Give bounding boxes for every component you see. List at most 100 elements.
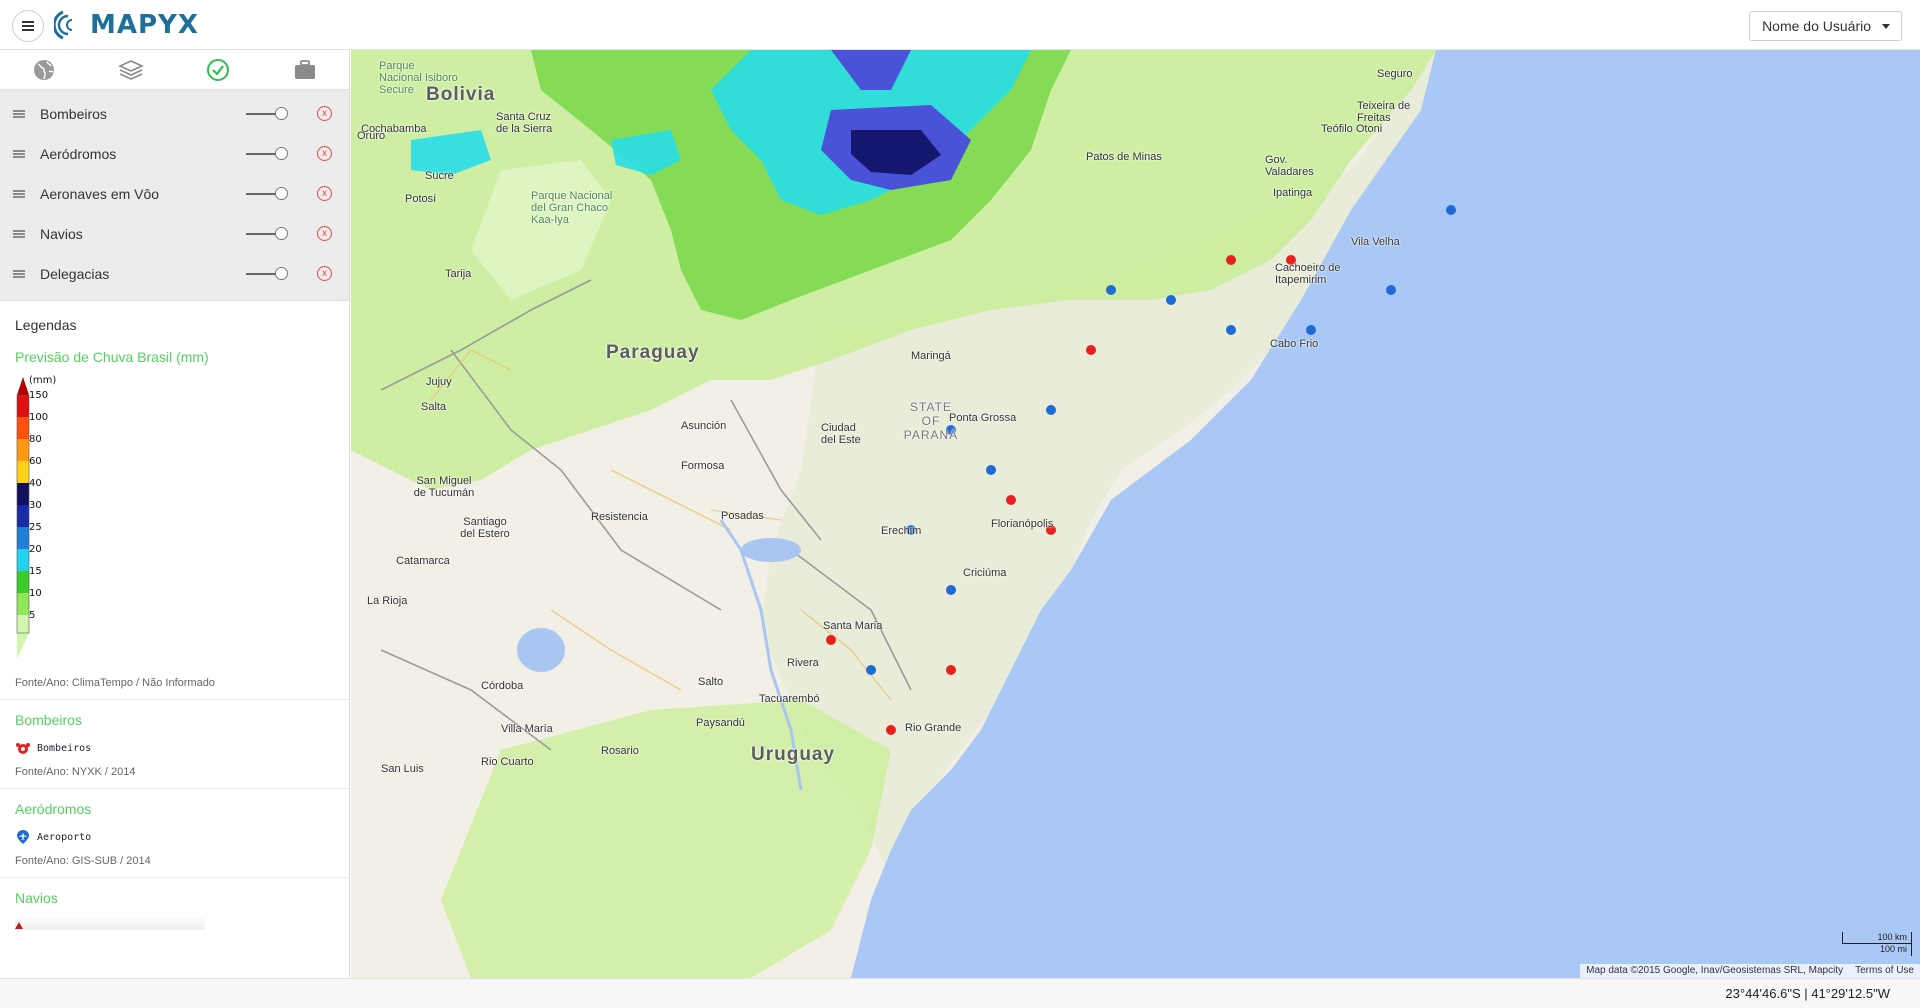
- scale-tick-label: 80: [29, 434, 42, 445]
- map-label-city: Oruro: [357, 130, 386, 142]
- terms-of-use-link[interactable]: Terms of Use: [1855, 965, 1914, 976]
- cursor-coordinates: 23°44'46.6"S | 41°29'12.5"W: [1725, 986, 1890, 1001]
- remove-layer-icon[interactable]: x: [317, 226, 332, 241]
- scale-mi: 100 mi: [1842, 944, 1912, 956]
- drag-handle-icon[interactable]: [13, 270, 25, 278]
- map-label-city: La Rioja: [367, 595, 408, 607]
- rain-scale-bar: [16, 377, 30, 659]
- scale-tick-label: 15: [29, 566, 42, 577]
- scale-tick-label: 60: [29, 456, 42, 467]
- tab-active-layers[interactable]: [175, 50, 262, 89]
- tab-layers[interactable]: [87, 50, 174, 89]
- user-name-label: Nome do Usuário: [1762, 18, 1871, 34]
- legend-item: Bombeiros: [15, 740, 349, 756]
- opacity-slider[interactable]: [246, 107, 288, 120]
- map-label-city: Gov. Valadares: [1265, 154, 1314, 178]
- map-label-city: Potosí: [405, 193, 437, 205]
- map-label-city: Maringá: [911, 350, 951, 362]
- remove-layer-icon[interactable]: x: [317, 186, 332, 201]
- rain-color-scale: (mm) 150 100 80 60 40 30 25 20 15 10 5: [15, 375, 57, 667]
- map-label-city: Formosa: [681, 460, 725, 472]
- user-menu-dropdown[interactable]: Nome do Usuário: [1749, 11, 1902, 41]
- map-label-city: Córdoba: [481, 680, 524, 692]
- map-label-city: Tacuarembó: [759, 693, 820, 705]
- map-label-city: Jujuy: [426, 376, 452, 388]
- legend-item-label: Bombeiros: [37, 742, 92, 754]
- map-label-city: Cachoeiro de Itapemirim: [1275, 262, 1341, 286]
- map-label-city: San Miguel de Tucumán: [413, 475, 475, 499]
- map-label-city: Salto: [698, 676, 724, 688]
- map-label-city: Rio Cuarto: [481, 756, 534, 768]
- map-label-city: Patos de Minas: [1086, 151, 1162, 163]
- app-logo[interactable]: MAPYX: [54, 6, 199, 44]
- legend-source: Fonte/Ano: GIS-SUB / 2014: [15, 855, 151, 867]
- opacity-slider[interactable]: [246, 187, 288, 200]
- scale-tick-label: 25: [29, 522, 42, 533]
- layer-name: Delegacias: [40, 266, 110, 282]
- briefcase-icon: [295, 59, 316, 79]
- map-label-paraguay: Paraguay: [606, 342, 700, 363]
- legend-rain: Previsão de Chuva Brasil (mm): [0, 349, 349, 700]
- map-label-city: Rivera: [787, 657, 819, 669]
- map-scale-bar: 100 km 100 mi: [1842, 932, 1912, 962]
- map-label-city: Seguro: [1377, 68, 1413, 80]
- legend-source: Fonte/Ano: NYXK / 2014: [15, 766, 136, 778]
- attribution-text: Map data ©2015 Google, Inav/Geosistemas …: [1586, 965, 1844, 976]
- map-base-layer: [351, 50, 1920, 978]
- fire-department-icon: [16, 743, 30, 754]
- map-label-city: Sucre: [425, 170, 454, 182]
- legend-bombeiros: Bombeiros Bombeiros Fonte/Ano: NYXK / 20…: [0, 712, 349, 789]
- hamburger-menu-button[interactable]: [12, 10, 44, 42]
- scale-tick-label: 30: [29, 500, 42, 511]
- map-label-city: Ciudad del Este: [821, 422, 861, 446]
- map-label-city: Catamarca: [396, 555, 450, 567]
- mapyx-logo-icon: [54, 10, 73, 40]
- drag-handle-icon[interactable]: [13, 110, 25, 118]
- map-label-city: Salta: [421, 401, 447, 413]
- remove-layer-icon[interactable]: x: [317, 106, 332, 121]
- legend-title: Bombeiros: [15, 712, 82, 728]
- layer-row-bombeiros: Bombeiros x: [0, 94, 349, 134]
- airport-pin-icon: [17, 830, 29, 844]
- map-label-city: Erechim: [881, 525, 922, 537]
- map-label-city: Ipatinga: [1273, 187, 1313, 199]
- map-canvas[interactable]: Bolivia Paraguay Uruguay Cochabamba Sant…: [351, 50, 1920, 978]
- map-label-city: Cabo Frio: [1270, 338, 1319, 350]
- scale-tick-label: 20: [29, 544, 42, 555]
- scale-tick-label: 5: [29, 610, 36, 621]
- legend-aerodromos: Aeródromos Aeroporto Fonte/Ano: GIS-SUB …: [0, 801, 349, 878]
- scale-km: 100 km: [1842, 932, 1912, 944]
- layer-name: Navios: [40, 226, 83, 242]
- sidebar: Bombeiros x Aeródromos x Aeronaves em Vô…: [0, 50, 350, 978]
- layer-row-aeronaves: Aeronaves em Vôo x: [0, 174, 349, 214]
- legend-navios: Navios: [0, 890, 349, 940]
- drag-handle-icon[interactable]: [13, 230, 25, 238]
- remove-layer-icon[interactable]: x: [317, 146, 332, 161]
- layer-row-navios: Navios x: [0, 214, 349, 254]
- drag-handle-icon[interactable]: [13, 190, 25, 198]
- map-markers: [826, 205, 1456, 735]
- map-label-city: Rio Grande: [905, 722, 962, 734]
- map-label-state: STATE OF PARANÁ: [903, 400, 959, 442]
- tab-tools[interactable]: [262, 50, 349, 89]
- hamburger-icon: [22, 21, 34, 31]
- legend-item: Aeroporto: [15, 829, 349, 845]
- opacity-slider[interactable]: [246, 227, 288, 240]
- layer-name: Aeródromos: [40, 146, 117, 162]
- ship-icon: [15, 922, 23, 929]
- tab-basemaps[interactable]: [0, 50, 87, 89]
- opacity-slider[interactable]: [246, 267, 288, 280]
- legend-navios-preview: [15, 918, 205, 930]
- remove-layer-icon[interactable]: x: [317, 266, 332, 281]
- logo-text: MAPYX: [90, 10, 199, 40]
- legend-heading: Legendas: [15, 317, 77, 333]
- map-attribution: Map data ©2015 Google, Inav/Geosistemas …: [1580, 964, 1920, 978]
- drag-handle-icon[interactable]: [13, 150, 25, 158]
- map-label-city: Teófilo Otoni: [1321, 123, 1383, 135]
- map-label-park: Parque Nacional del Gran Chaco Kaa-Iya: [531, 190, 613, 226]
- legend-item-label: Aeroporto: [37, 831, 92, 843]
- scale-tick-label: 100: [29, 412, 49, 423]
- opacity-slider[interactable]: [246, 147, 288, 160]
- check-circle-icon: [207, 58, 230, 81]
- caret-down-icon: [1882, 24, 1890, 29]
